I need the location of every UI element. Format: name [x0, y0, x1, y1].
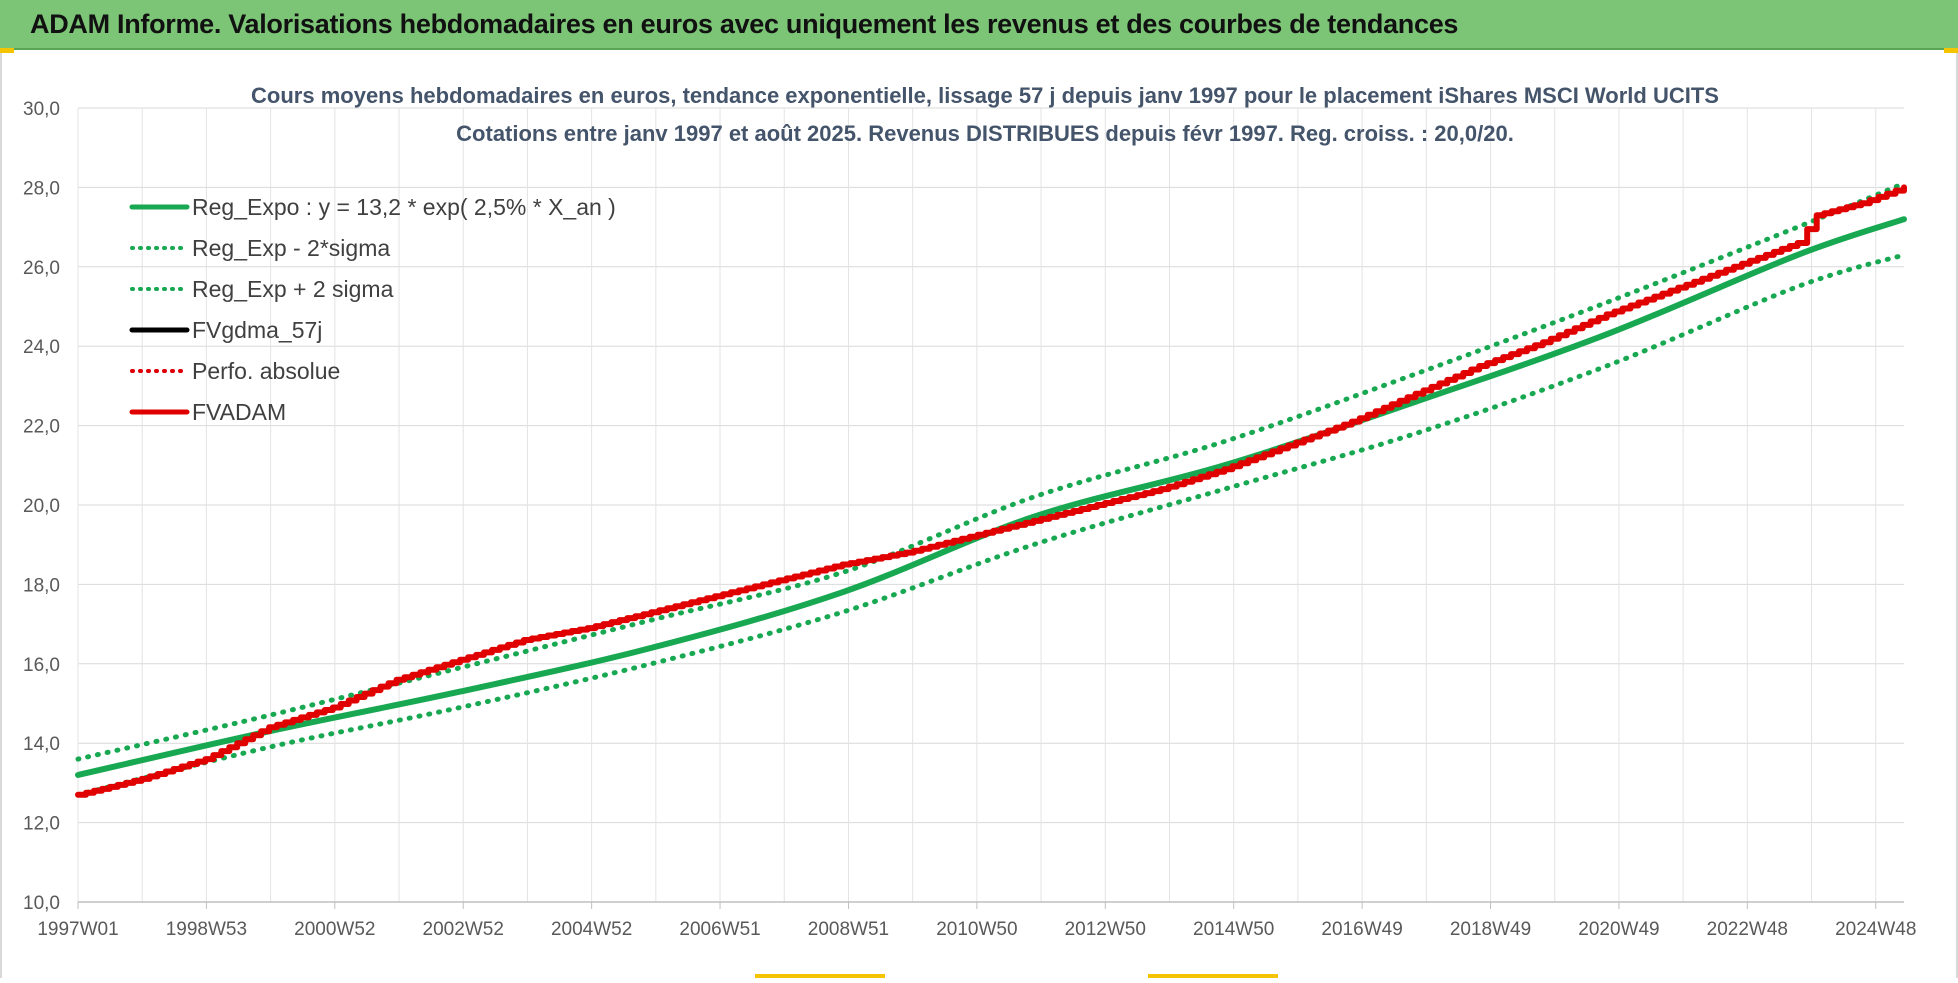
x-tick-label: 2000W52	[294, 919, 375, 940]
y-tick-label: 24,0	[23, 337, 60, 358]
x-tick-label: 2022W48	[1707, 919, 1788, 940]
x-tick-label: 2020W49	[1578, 919, 1659, 940]
x-tick-label: 1997W01	[37, 919, 118, 940]
x-tick-label: 2004W52	[551, 919, 632, 940]
y-tick-label: 30,0	[23, 99, 60, 120]
x-tick-label: 2008W51	[808, 919, 889, 940]
x-tick-label: 2006W51	[679, 919, 760, 940]
x-tick-label: 2016W49	[1321, 919, 1402, 940]
chart-subtitle: Cotations entre janv 1997 et août 2025. …	[456, 121, 1514, 146]
y-tick-label: 22,0	[23, 417, 60, 438]
y-tick-label: 14,0	[23, 734, 60, 755]
y-tick-label: 28,0	[23, 178, 60, 199]
header-banner: ADAM Informe. Valorisations hebdomadaire…	[0, 0, 1958, 50]
legend-label: Reg_Exp + 2 sigma	[192, 276, 394, 302]
series-reg-expo	[75, 216, 1907, 778]
bottom-mark-2	[1148, 974, 1278, 978]
y-tick-label: 12,0	[23, 814, 60, 835]
x-tick-label: 1998W53	[166, 919, 247, 940]
y-tick-label: 20,0	[23, 496, 60, 517]
x-tick-label: 2014W50	[1193, 919, 1274, 940]
x-tick-label: 2018W49	[1450, 919, 1531, 940]
legend-label: FVgdma_57j	[192, 317, 322, 343]
bottom-mark-1	[755, 974, 885, 978]
line-chart: 10,0 12,0 14,0 16,0 18,0 20,0 22,0 24,0 26,0 28,0…	[23, 83, 1916, 940]
corner-mark-left	[0, 48, 14, 53]
y-tick-label: 26,0	[23, 258, 60, 279]
x-tick-label: 2024W48	[1835, 919, 1916, 940]
y-tick-label: 18,0	[23, 575, 60, 596]
legend-label: Reg_Exp - 2*sigma	[192, 235, 390, 261]
corner-mark-right	[1944, 48, 1958, 53]
chart-title: Cours moyens hebdomadaires en euros, ten…	[251, 83, 1719, 108]
legend-label: Reg_Expo : y = 13,2 * exp( 2,5% * X_an )	[192, 194, 616, 220]
x-tick-label: 2002W52	[423, 919, 504, 940]
x-tick-label: 2012W50	[1065, 919, 1146, 940]
series-reg-exp-plus-2sigma	[75, 180, 1907, 762]
legend-label: Perfo. absolue	[192, 358, 340, 384]
legend-label: FVADAM	[192, 399, 286, 425]
y-tick-label: 16,0	[23, 655, 60, 676]
x-tick-label: 2010W50	[936, 919, 1017, 940]
y-tick-label: 10,0	[23, 893, 60, 914]
page-title: ADAM Informe. Valorisations hebdomadaire…	[30, 9, 1459, 39]
series-fvadam	[75, 184, 1907, 798]
chart-area: 10,0 12,0 14,0 16,0 18,0 20,0 22,0 24,0 26,0 28,0…	[0, 50, 1958, 978]
series-reg-exp-minus-2sigma	[75, 252, 1907, 798]
